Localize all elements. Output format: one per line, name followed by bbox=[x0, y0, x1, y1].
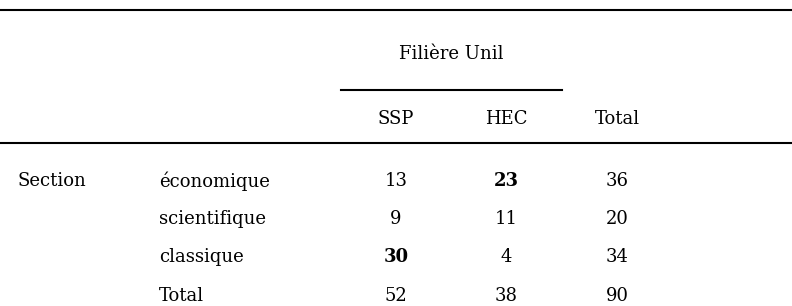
Text: 30: 30 bbox=[383, 248, 409, 266]
Text: Filière Unil: Filière Unil bbox=[399, 45, 504, 63]
Text: Total: Total bbox=[595, 110, 640, 128]
Text: 36: 36 bbox=[605, 172, 629, 190]
Text: 13: 13 bbox=[384, 172, 408, 190]
Text: 34: 34 bbox=[606, 248, 628, 266]
Text: 52: 52 bbox=[385, 287, 407, 304]
Text: scientifique: scientifique bbox=[159, 210, 266, 228]
Text: économique: économique bbox=[159, 171, 270, 191]
Text: HEC: HEC bbox=[485, 110, 527, 128]
Text: 38: 38 bbox=[495, 287, 518, 304]
Text: 4: 4 bbox=[501, 248, 512, 266]
Text: Section: Section bbox=[17, 172, 86, 190]
Text: classique: classique bbox=[159, 248, 244, 266]
Text: 9: 9 bbox=[390, 210, 402, 228]
Text: 90: 90 bbox=[605, 287, 629, 304]
Text: 11: 11 bbox=[495, 210, 518, 228]
Text: 23: 23 bbox=[494, 172, 519, 190]
Text: SSP: SSP bbox=[378, 110, 414, 128]
Text: 20: 20 bbox=[606, 210, 628, 228]
Text: Total: Total bbox=[159, 287, 204, 304]
